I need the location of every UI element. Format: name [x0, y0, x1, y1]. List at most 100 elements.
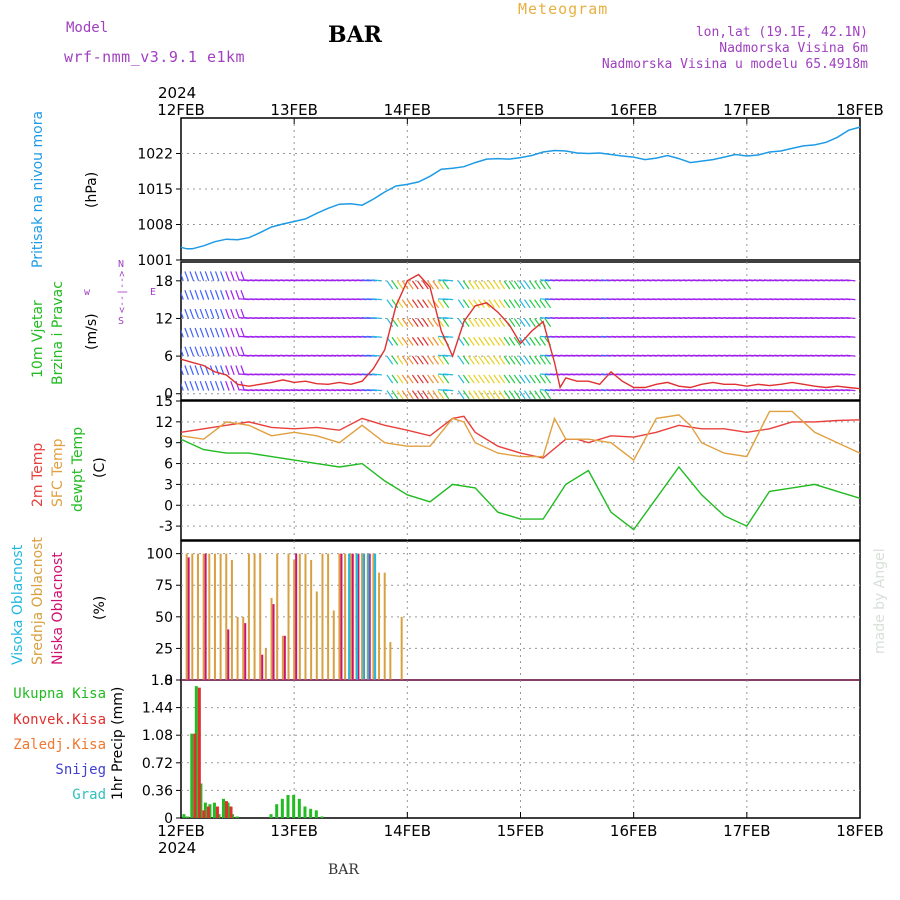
wind-arrow — [422, 355, 429, 365]
precip-bar-convective — [229, 806, 233, 818]
wind-arrow — [189, 380, 195, 391]
x-tick-label-bottom: 16FEB — [610, 822, 657, 840]
wind-arrow — [214, 327, 220, 338]
wind-arrow — [478, 390, 485, 400]
precip-bar-total — [182, 814, 186, 818]
y-tick-label: 1008 — [137, 218, 173, 234]
wind-arrow — [396, 336, 404, 346]
wind-arrow — [443, 335, 454, 338]
wind-arrow — [209, 308, 215, 319]
precip-bar-total — [286, 795, 290, 818]
wind-arrow — [220, 289, 225, 300]
wind-arrow — [417, 374, 424, 384]
wind-arrow — [483, 336, 490, 346]
wind-arrow — [529, 374, 536, 384]
wind-arrow — [442, 280, 450, 290]
wind-arrow — [467, 355, 475, 365]
wind-arrow — [199, 271, 205, 282]
coords-text: lon,lat (19.1E, 42.1N) — [695, 25, 868, 40]
wind-arrow — [473, 318, 480, 327]
wind-arrow — [204, 308, 210, 319]
wind-arrow — [240, 365, 245, 376]
wind-arrow — [240, 380, 245, 391]
wind-arrow — [194, 308, 200, 319]
precip-bar-total — [190, 733, 194, 818]
wind-arrow — [391, 390, 399, 400]
wind-arrow — [220, 365, 225, 376]
wind-arrow — [194, 380, 200, 391]
wind-arrow — [181, 382, 184, 391]
wind-arrow — [478, 280, 485, 290]
wind-arrow — [457, 374, 465, 384]
y-tick-label: 0 — [164, 498, 173, 514]
precip-bar-total — [185, 816, 189, 818]
wind-arrow — [209, 380, 215, 391]
wind-arrow — [411, 374, 419, 384]
pressure-line — [180, 126, 861, 250]
wind-arrow — [462, 280, 470, 290]
wind-arrow — [417, 299, 424, 309]
wind-arrow — [406, 355, 414, 365]
wind-arrow — [422, 374, 429, 384]
wind-arrow — [371, 298, 382, 301]
wind-arrow — [488, 390, 495, 400]
wind-arrow — [529, 355, 536, 365]
wind-arrow — [462, 374, 470, 384]
y-tick-label: 12 — [155, 415, 173, 431]
precip-bar-total — [280, 798, 284, 818]
wind-arrow — [427, 355, 434, 365]
wind-arrow — [478, 374, 485, 384]
y-tick-label: 1015 — [137, 182, 173, 198]
wind-arrow — [513, 336, 521, 346]
wind-arrow — [386, 374, 394, 384]
wind-arrow — [214, 271, 220, 282]
wind-arrow — [422, 280, 429, 290]
y-tick-label: 12 — [155, 311, 173, 327]
wind-arrow — [386, 390, 394, 400]
wind-arrow — [845, 389, 856, 392]
cloud-ylabel-mid: Srednja Oblacnost — [30, 537, 46, 665]
wind-arrow — [411, 355, 419, 365]
wind-arrow — [417, 390, 424, 400]
wind-dir-legend-s: S — [118, 316, 125, 327]
wind-arrow — [457, 336, 465, 346]
precip-bar-total — [303, 806, 307, 818]
pressure-unit: (hPa) — [84, 171, 100, 208]
wind-arrow — [411, 336, 419, 346]
wind-dir-legend-w: w — [84, 287, 91, 298]
wind-arrow — [225, 308, 230, 319]
wind-arrow — [473, 299, 480, 309]
wind-arrow — [184, 365, 189, 376]
cloud-ylabel-high: Visoka Oblacnost — [10, 544, 26, 665]
y-tick-label: 0 — [164, 387, 173, 403]
wind-arrow — [503, 299, 511, 309]
wind-arrow — [498, 355, 506, 365]
wind-arrow — [401, 355, 409, 365]
x-tick-label-top: 16FEB — [610, 101, 657, 119]
precip-ylabel: 1hr Precip (mm) — [110, 686, 126, 800]
wind-arrow — [184, 289, 189, 300]
x-year-top: 2024 — [158, 84, 197, 102]
wind-arrow — [181, 310, 184, 319]
precip-bar-total — [314, 810, 318, 818]
wind-arrow — [437, 280, 445, 290]
wind-arrow — [498, 336, 506, 346]
wind-arrow — [503, 355, 511, 365]
wind-arrow — [523, 299, 531, 309]
wind-arrow — [544, 374, 552, 384]
y-tick-label: 0 — [164, 673, 173, 689]
wind-arrow — [230, 271, 235, 282]
y-tick-label: 1.08 — [142, 728, 173, 744]
product-title: Meteogram — [518, 0, 609, 18]
precip-bar-total — [199, 783, 203, 818]
wind-arrow — [220, 346, 225, 357]
precip-bar-convective — [202, 810, 206, 818]
wind-arrow — [230, 327, 235, 338]
x-tick-label-top: 15FEB — [497, 101, 544, 119]
y-tick-label: 15 — [155, 394, 173, 410]
wind-arrow — [443, 389, 454, 392]
wind-arrow — [391, 336, 399, 346]
wind-arrow — [478, 355, 485, 365]
wind-arrow — [529, 299, 536, 309]
model-elevation-text: Nadmorska Visina u modelu 65.4918m — [601, 57, 868, 72]
